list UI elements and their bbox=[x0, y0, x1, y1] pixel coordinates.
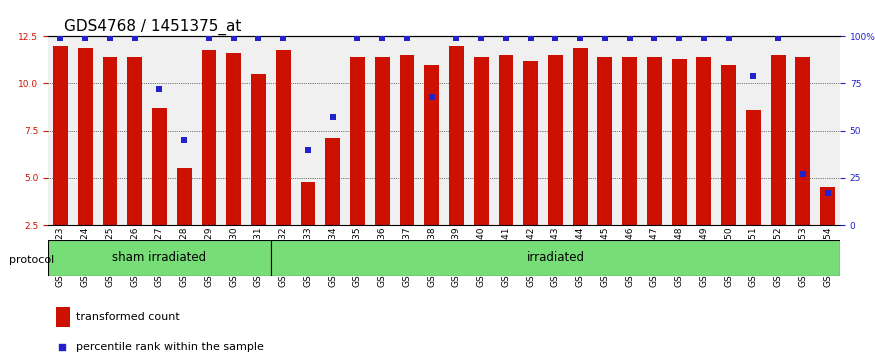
Bar bbox=[152, 108, 167, 225]
Point bbox=[424, 94, 438, 99]
Text: GDS4768 / 1451375_at: GDS4768 / 1451375_at bbox=[64, 19, 242, 35]
Bar bbox=[721, 65, 736, 225]
Bar bbox=[78, 48, 93, 225]
Point bbox=[523, 35, 537, 41]
Bar bbox=[424, 65, 439, 225]
Bar bbox=[300, 182, 315, 225]
Point bbox=[821, 190, 835, 196]
Point bbox=[598, 35, 612, 41]
Point bbox=[549, 35, 563, 41]
Point bbox=[499, 35, 513, 41]
Bar bbox=[622, 57, 637, 225]
Bar bbox=[227, 53, 242, 225]
Point bbox=[53, 35, 67, 41]
Text: transformed count: transformed count bbox=[76, 312, 179, 322]
Bar bbox=[56, 307, 70, 327]
Point bbox=[722, 35, 736, 41]
Point bbox=[567, 179, 581, 185]
Point bbox=[746, 73, 760, 79]
Bar bbox=[523, 61, 538, 225]
Text: sham irradiated: sham irradiated bbox=[112, 251, 206, 264]
Bar bbox=[449, 46, 464, 225]
Bar bbox=[473, 57, 488, 225]
Point bbox=[672, 35, 686, 41]
Bar bbox=[251, 74, 266, 225]
Bar bbox=[102, 57, 117, 225]
Point bbox=[450, 35, 464, 41]
Point bbox=[103, 35, 117, 41]
Point bbox=[152, 86, 166, 92]
Point bbox=[474, 35, 488, 41]
Point bbox=[251, 35, 265, 41]
Point bbox=[326, 115, 340, 121]
Point bbox=[351, 35, 365, 41]
Bar bbox=[326, 138, 340, 225]
Bar bbox=[647, 57, 662, 225]
Point bbox=[771, 35, 785, 41]
Point bbox=[202, 35, 216, 41]
Bar bbox=[53, 46, 68, 225]
Bar bbox=[598, 57, 612, 225]
Point bbox=[78, 35, 92, 41]
Bar bbox=[746, 110, 761, 225]
Bar bbox=[276, 49, 290, 225]
Bar bbox=[374, 57, 389, 225]
Text: protocol: protocol bbox=[9, 254, 54, 265]
Bar bbox=[672, 59, 687, 225]
Bar bbox=[177, 168, 192, 225]
FancyBboxPatch shape bbox=[271, 240, 840, 276]
Bar bbox=[400, 55, 415, 225]
Bar bbox=[771, 55, 786, 225]
Text: irradiated: irradiated bbox=[527, 251, 584, 264]
Bar bbox=[128, 57, 142, 225]
Point bbox=[375, 35, 389, 41]
Point bbox=[276, 35, 290, 41]
Point bbox=[178, 137, 192, 143]
FancyBboxPatch shape bbox=[48, 240, 271, 276]
Bar bbox=[350, 57, 365, 225]
Bar bbox=[820, 187, 835, 225]
Bar bbox=[548, 55, 563, 225]
Bar bbox=[201, 49, 216, 225]
Bar bbox=[795, 57, 810, 225]
Point bbox=[573, 35, 587, 41]
Point bbox=[623, 35, 637, 41]
Point bbox=[796, 171, 810, 177]
Point bbox=[648, 35, 662, 41]
Bar bbox=[696, 57, 711, 225]
Point bbox=[227, 35, 241, 41]
Bar bbox=[573, 48, 588, 225]
Point bbox=[400, 35, 414, 41]
Point bbox=[128, 35, 142, 41]
Bar bbox=[499, 55, 514, 225]
Point bbox=[301, 147, 315, 152]
Text: percentile rank within the sample: percentile rank within the sample bbox=[76, 342, 263, 352]
Point bbox=[696, 35, 710, 41]
